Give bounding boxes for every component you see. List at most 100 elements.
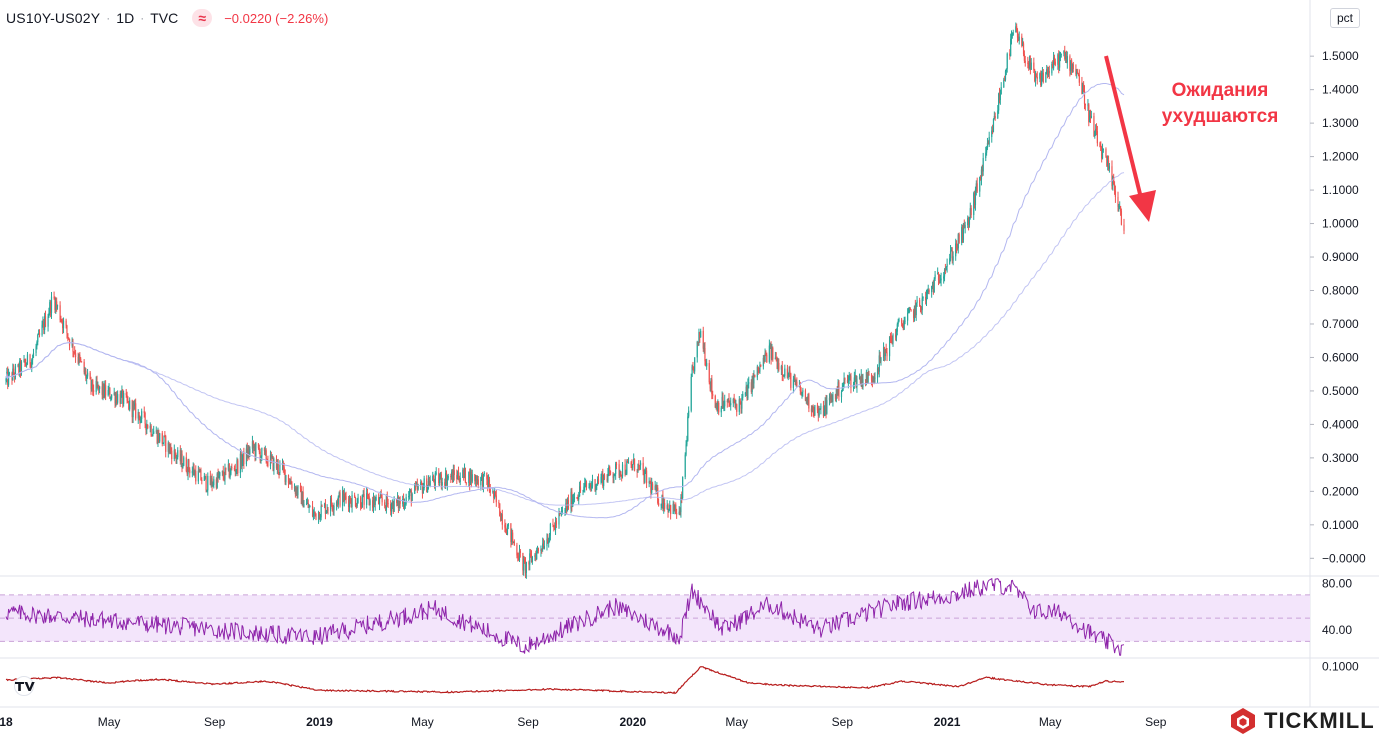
candle-body [937,273,939,275]
candle-body [167,442,169,452]
candle-body [1113,184,1116,191]
candle-body [192,467,194,471]
candle-body [351,495,353,508]
candle-body [306,502,308,504]
price-axis-label: 1.1000 [1322,183,1359,197]
candle-body [703,347,705,349]
candle-body [746,386,748,399]
candle-body [278,472,280,474]
candle-body [355,506,357,508]
candle-body [928,289,930,293]
candle-body [816,405,819,411]
candle-body [519,550,521,553]
candle-body [326,509,328,511]
candle-body [368,496,370,506]
candle-body [291,484,293,489]
candle-body [913,310,915,319]
candle-body [29,354,31,364]
candle-body [753,374,755,384]
candle-body [249,448,251,455]
candle-body [257,443,260,449]
candle-body [225,467,227,470]
candle-body [608,466,610,474]
tradingview-logo-icon[interactable] [10,676,38,696]
indicator-icon[interactable]: ≈ [192,9,213,27]
candle-body [559,513,561,515]
moving-average-100[interactable] [5,83,1125,519]
candle-body [1029,58,1032,70]
time-axis-label: Sep [832,715,854,729]
candle-body [621,475,623,477]
candle-body [483,472,485,475]
candle-body [258,448,260,452]
candle-body [794,377,796,383]
candle-body [633,459,635,465]
candle-body [708,363,710,383]
candle-body [369,500,371,506]
candle-body [877,368,880,372]
candle-body [822,405,825,416]
candle-body [416,483,418,490]
candle-body [878,355,880,372]
candle-body [591,486,593,488]
candle-body [607,473,609,481]
candle-body [231,467,233,469]
candle-body [295,488,297,495]
candle-body [620,471,622,476]
candle-body [469,472,471,485]
candle-body [987,143,989,145]
rsi-axis-label: 40.00 [1322,623,1352,637]
annotation-line-2: ухудшаются [1161,106,1279,127]
candle-body [357,497,359,503]
candle-body [195,471,197,482]
candle-body [259,451,261,461]
candle-body [786,368,788,378]
candle-body [234,469,236,472]
candle-body [1107,160,1110,170]
rsi-line[interactable] [5,577,1125,656]
interval-label[interactable]: 1D [116,10,135,26]
candle-body [668,508,670,512]
candle-body [975,183,977,190]
candle-body [988,137,990,145]
candle-body [429,480,431,486]
candle-body [674,504,676,512]
candle-body [591,479,594,487]
candle-body [824,400,826,412]
moving-average-200[interactable] [5,172,1125,506]
unit-button[interactable]: pct [1330,8,1360,28]
candle-body [215,479,217,488]
candle-body [49,302,51,313]
candle-body [372,500,374,508]
symbol-name[interactable]: US10Y-US02Y [6,10,101,26]
candlestick-series[interactable] [5,22,1125,579]
candle-body [513,541,515,546]
candle-body [967,218,970,225]
candle-body [463,469,465,475]
candle-body [37,334,39,343]
candle-body [730,403,732,406]
annotation-line-1: Ожидания [1171,80,1269,101]
candle-body [524,562,527,573]
time-axis-label: Sep [517,715,539,729]
candle-body [974,189,977,205]
volatility-line[interactable] [5,666,1125,695]
candle-body [699,332,701,338]
candle-body [776,357,778,369]
price-axis-label: 1.2000 [1322,150,1359,164]
candle-body [445,472,447,486]
candle-body [715,404,717,408]
candle-body [993,116,995,119]
candle-body [13,368,15,375]
candle-body [492,490,494,493]
candle-body [614,473,616,477]
candle-body [247,449,249,458]
candle-body [1016,26,1018,31]
candle-body [1011,34,1013,36]
candle-body [265,450,267,462]
candle-body [597,479,600,483]
candle-body [176,457,178,460]
candle-body [1053,57,1056,62]
candle-body [222,471,224,477]
